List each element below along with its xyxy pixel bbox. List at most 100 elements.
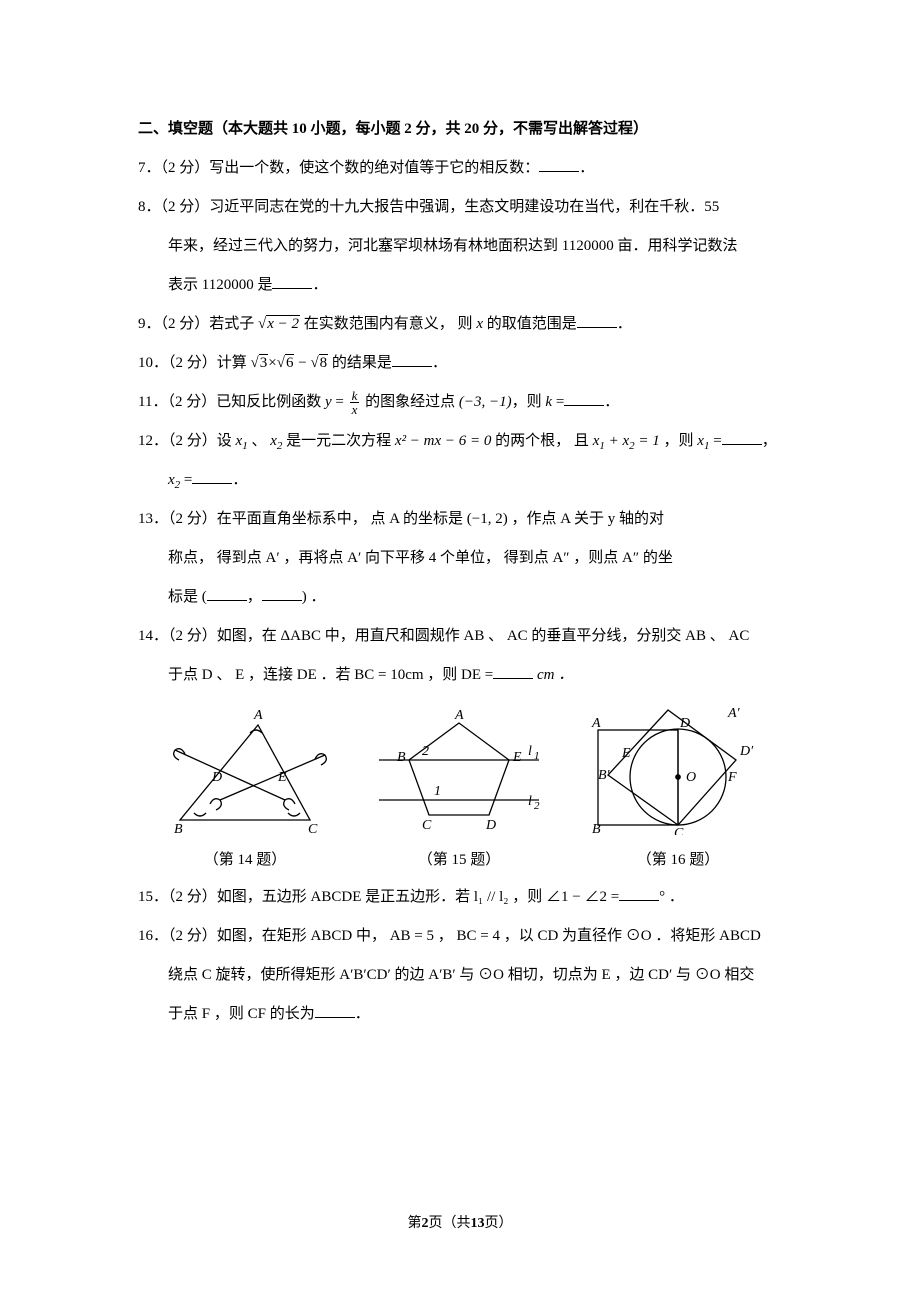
q10-prefix: 10．（2 分） [138, 355, 217, 371]
svg-text:1: 1 [434, 784, 441, 799]
q10-times: × [268, 355, 276, 371]
q12-prefix: 12．（2 分） [138, 433, 217, 449]
q10-tail: ． [432, 355, 447, 371]
sqrt-icon: 6 [277, 344, 295, 383]
q11-c: ，则 [512, 394, 542, 410]
figure-14-svg: A B C D E [150, 705, 340, 835]
question-13-line1: 13．（2 分）在平面直角坐标系中， 点 A 的坐标是 (−1, 2) ，作点 … [138, 500, 790, 539]
q12-r1: x1 [697, 433, 709, 449]
question-14-line1: 14．（2 分）如图，在 ΔABC 中，用直尺和圆规作 AB 、 AC 的垂直平… [138, 617, 790, 656]
q14-l2a: 于点 D 、 E ，连接 DE ．若 BC = 10cm ，则 DE = [168, 667, 493, 683]
q12-blank1 [722, 429, 762, 445]
q13-l3c: ) ． [302, 589, 326, 605]
q7-tail: ． [579, 160, 594, 176]
q9-a: 若式子 [209, 316, 254, 332]
q14-blank [493, 663, 533, 679]
q13-l3b: ， [247, 589, 262, 605]
question-8-line3: 表示 1120000 是． [138, 266, 790, 305]
q12-b: 是一元二次方程 [286, 433, 391, 449]
sqrt-icon: x − 2 [258, 305, 300, 344]
figure-15-caption: （第 15 题） [364, 847, 554, 874]
q12-eqline: x² − mx − 6 = 0 [395, 433, 492, 449]
q11-tail: ． [604, 394, 619, 410]
question-11: 11．（2 分）已知反比例函数 y = k x 的图象经过点 (−3, −1)，… [138, 383, 790, 422]
svg-text:C: C [422, 818, 432, 833]
page-footer: 第2页（共13页） [0, 1206, 920, 1242]
q11-pt: (−3, −1) [459, 394, 512, 410]
question-14-line2: 于点 D 、 E ，连接 DE ．若 BC = 10cm ，则 DE = cm … [138, 656, 790, 695]
q8-l3a: 表示 1120000 是 [168, 277, 272, 293]
q9-prefix: 9．（2 分） [138, 316, 209, 332]
svg-text:A′: A′ [727, 706, 741, 721]
q14-l1: 如图，在 ΔABC 中，用直尺和圆规作 AB 、 AC 的垂直平分线，分别交 A… [217, 628, 750, 644]
svg-text:D′: D′ [739, 744, 754, 759]
q16-l3b: ． [355, 1006, 370, 1022]
q10-a: 计算 [217, 355, 247, 371]
question-12-line1: 12．（2 分）设 x1 、 x2 是一元二次方程 x² − mx − 6 = … [138, 422, 790, 461]
svg-text:C: C [674, 826, 684, 835]
question-10: 10．（2 分）计算 3× 6 − 8 的结果是 ． [138, 344, 790, 383]
footer-c: 页） [485, 1216, 513, 1231]
q9-rad: x − 2 [266, 315, 300, 332]
svg-text:B: B [174, 822, 183, 835]
footer-total: 13 [471, 1216, 485, 1231]
question-13-line2: 称点， 得到点 A′ ，再将点 A′ 向下平移 4 个单位， 得到点 A″ ，则… [138, 539, 790, 578]
q10-b: 的结果是 [332, 355, 392, 371]
q9-tail: ． [617, 316, 632, 332]
q12-r2: x2 [168, 472, 180, 488]
question-7: 7．（2 分）写出一个数，使这个数的绝对值等于它的相反数：． [138, 149, 790, 188]
q7-text: 写出一个数，使这个数的绝对值等于它的相反数： [209, 160, 539, 176]
q13-l3a: 标是 ( [168, 589, 207, 605]
fraction: k x [350, 389, 360, 416]
svg-text:F: F [727, 770, 737, 785]
q12-sep: 、 [251, 433, 266, 449]
figure-15: A B C D E 2 1 l1 l2 （第 15 题） [364, 705, 554, 874]
q11-eq2: = [556, 394, 564, 410]
question-16-line3: 于点 F ，则 CF 的长为． [138, 995, 790, 1034]
q13-blank2 [262, 585, 302, 601]
svg-text:D: D [485, 818, 496, 833]
q15-a: 如图，五边形 ABCDE 是正五边形．若 l₁ // l₂ ，则 ∠1 − ∠2… [217, 889, 619, 905]
svg-text:E: E [277, 770, 287, 785]
q12-a: 设 [217, 433, 232, 449]
svg-text:A: A [591, 716, 601, 731]
q14-prefix: 14．（2 分） [138, 628, 217, 644]
q11-prefix: 11．（2 分） [138, 394, 216, 410]
q13-prefix: 13．（2 分） [138, 511, 217, 527]
svg-text:E: E [621, 746, 631, 761]
q11-blank [564, 390, 604, 406]
q12-c: 的两个根， 且 [495, 433, 589, 449]
figure-16-svg: A D B C O E B′ A′ D′ F [578, 705, 778, 835]
q15-blank [619, 885, 659, 901]
q8-blank [272, 273, 312, 289]
footer-a: 第 [408, 1216, 422, 1231]
q11-k: k [545, 394, 552, 410]
q11-y: y [325, 394, 332, 410]
svg-text:B: B [397, 750, 406, 765]
svg-text:2: 2 [422, 744, 429, 759]
figure-16: A D B C O E B′ A′ D′ F （第 16 题） [578, 705, 778, 874]
q16-prefix: 16．（2 分） [138, 928, 217, 944]
question-12-line2: x2 =． [138, 461, 790, 500]
q10-r2: 6 [285, 354, 295, 371]
q10-minus: − [298, 355, 306, 371]
q15-prefix: 15．（2 分） [138, 889, 217, 905]
sqrt-icon: 8 [310, 344, 328, 383]
footer-b: 页（共 [429, 1216, 471, 1231]
q12-sum: x1 + x2 = 1 [593, 433, 664, 449]
q12-eq3: = [184, 472, 192, 488]
q12-x1: x1 [236, 433, 248, 449]
question-9: 9．（2 分）若式子 x − 2 在实数范围内有意义， 则 x 的取值范围是． [138, 305, 790, 344]
svg-text:B: B [592, 822, 601, 835]
q9-blank [577, 312, 617, 328]
footer-page: 2 [422, 1216, 429, 1231]
q15-tail: ° ． [659, 889, 684, 905]
q16-blank [315, 1002, 355, 1018]
q14-l2b: cm ． [537, 667, 573, 683]
question-8-line1: 8．（2 分）习近平同志在党的十九大报告中强调，生态文明建设功在当代，利在千秋．… [138, 188, 790, 227]
q11-a: 已知反比例函数 [216, 394, 321, 410]
q9-c: 的取值范围是 [487, 316, 577, 332]
q10-blank [392, 351, 432, 367]
figure-15-svg: A B C D E 2 1 l1 l2 [364, 705, 554, 835]
q10-r1: 3 [259, 354, 269, 371]
